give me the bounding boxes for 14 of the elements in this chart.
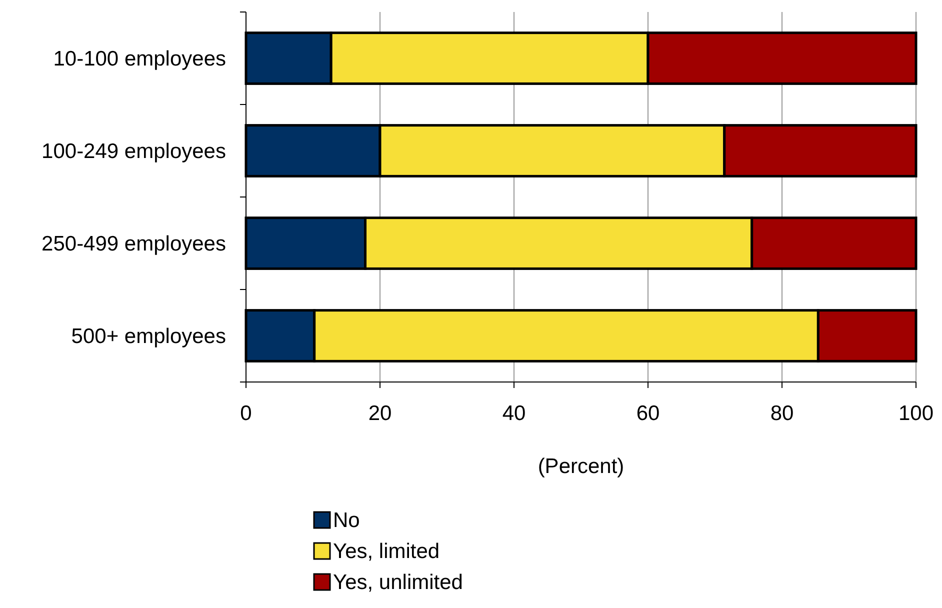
y-tick-label: 100-249 employees — [42, 140, 226, 163]
y-tick-label: 500+ employees — [71, 324, 226, 348]
x-tick-label: 60 — [636, 402, 660, 425]
y-tick-label: 10-100 employees — [53, 47, 226, 70]
y-tick-label: 250-499 employees — [42, 232, 226, 256]
legend-label: No — [333, 509, 360, 532]
legend-label: Yes, unlimited — [333, 571, 463, 594]
x-tick-label: 0 — [240, 402, 252, 425]
x-axis-title: (Percent) — [538, 455, 624, 478]
legend-label: Yes, limited — [333, 540, 440, 563]
x-tick-label: 80 — [770, 402, 794, 425]
x-tick-label: 20 — [368, 402, 392, 425]
x-tick-label: 40 — [502, 402, 526, 425]
x-tick-label: 100 — [898, 402, 934, 425]
